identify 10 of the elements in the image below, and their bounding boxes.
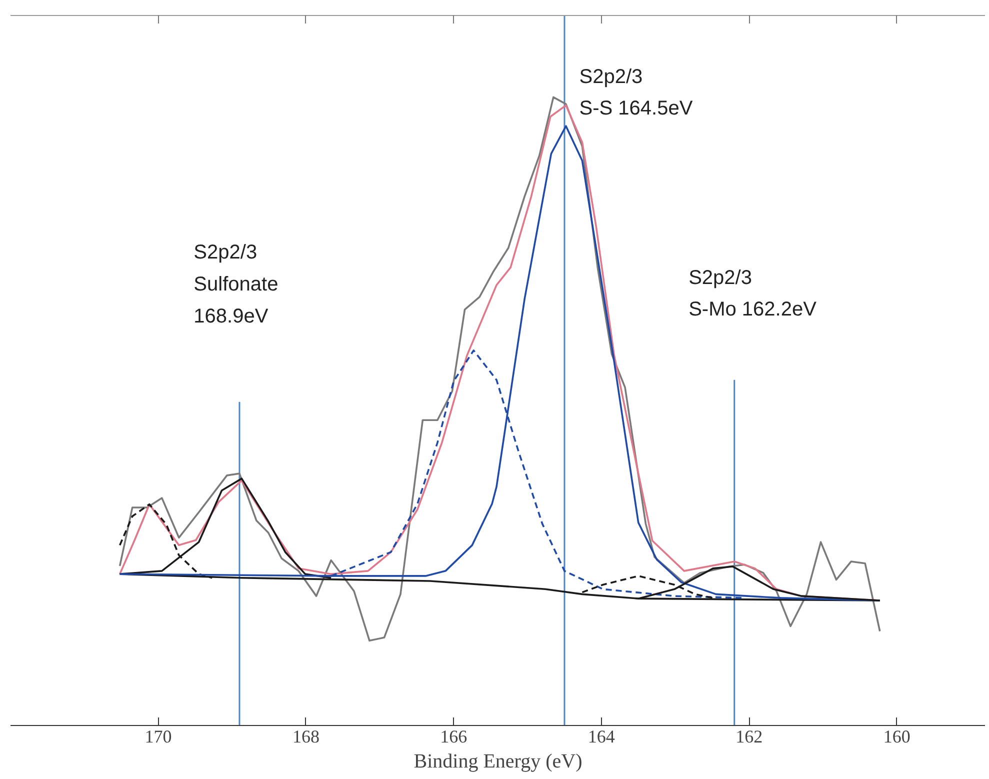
x-tick-label: 160 (883, 726, 910, 746)
annotation: S2p2/3 Sulfonate 168.9eV (194, 242, 278, 328)
x-tick-label: 168 (292, 726, 320, 746)
annotation: S2p2/3 S-Mo 162.2eV (688, 266, 818, 321)
x-axis-title: Binding Energy (eV) (414, 750, 582, 772)
annotation: S2p2/3 S-S 164.5eV (579, 66, 694, 120)
x-tick-label: 166 (440, 726, 468, 746)
x-tick-label: 164 (588, 726, 615, 746)
x-tick-label: 170 (144, 726, 172, 746)
x-tick-label: 162 (736, 726, 763, 746)
